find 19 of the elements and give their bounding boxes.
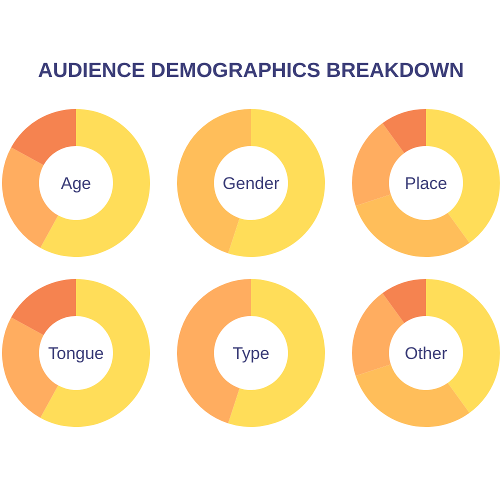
donut-slice bbox=[40, 109, 150, 257]
donut-slice bbox=[2, 147, 58, 248]
text: Other bbox=[404, 344, 448, 363]
donut-slice bbox=[11, 279, 76, 336]
text: Gender bbox=[222, 174, 280, 193]
donut-slice bbox=[356, 364, 470, 427]
donut-slice bbox=[382, 109, 426, 154]
donut-slice bbox=[356, 194, 470, 257]
text: AUDIENCE DEMOGRAPHICS BREAKDOWN bbox=[38, 59, 464, 82]
donut-slice bbox=[40, 279, 150, 427]
text: Place bbox=[404, 174, 448, 193]
donut-slice bbox=[228, 279, 325, 427]
donut-slice bbox=[11, 109, 76, 166]
donut-slice bbox=[352, 293, 404, 376]
text: Type bbox=[232, 344, 270, 363]
text: Tongue bbox=[48, 344, 104, 363]
donut-slice bbox=[352, 123, 404, 206]
text: Age bbox=[60, 174, 92, 193]
donut-slice bbox=[382, 279, 426, 324]
